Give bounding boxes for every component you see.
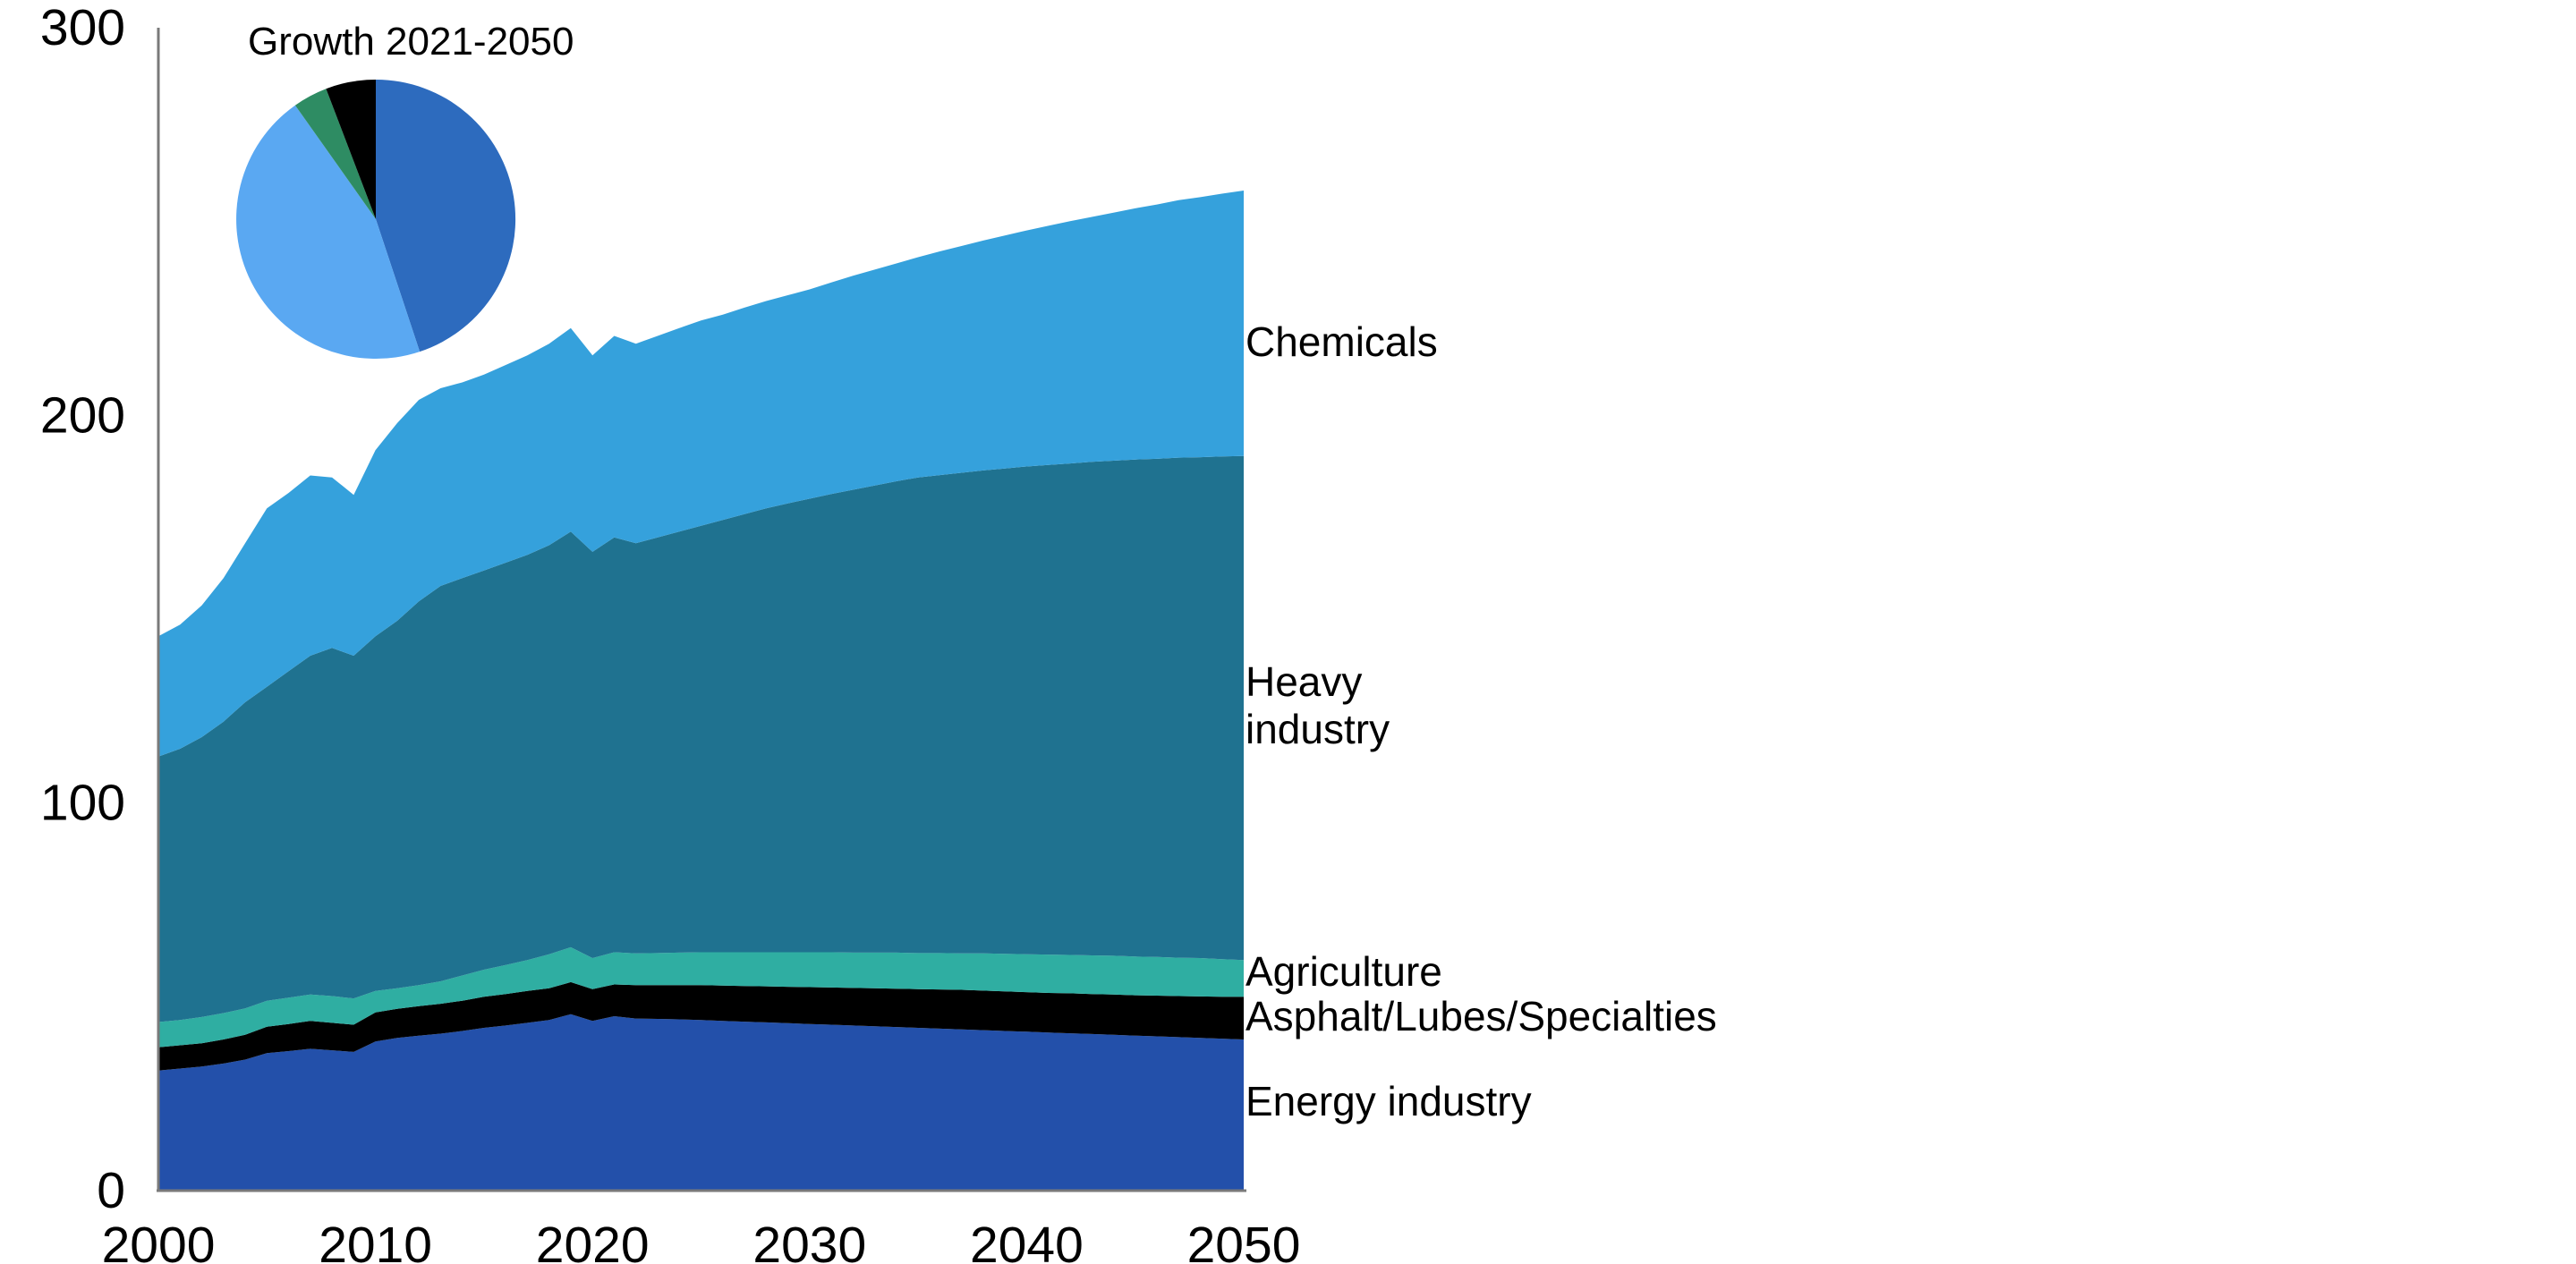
growth-pie-chart (236, 79, 516, 360)
pie-slice-green-segment (294, 89, 376, 219)
x-tick-label-2020: 2020 (536, 1217, 650, 1264)
series-label-heavy-industry: Heavy industry (1245, 658, 1390, 752)
area-energy-industry (158, 1014, 1244, 1191)
x-tick-label-2030: 2030 (752, 1217, 866, 1264)
series-label-agriculture: Agriculture (1245, 948, 1442, 995)
pie-title: Growth 2021-2050 (248, 20, 574, 64)
tick-labels-group: 0 100 200 300 2000 2010 2020 2030 2040 2050 (40, 0, 1301, 1264)
area-heavy-industry (158, 455, 1244, 1022)
x-tick-label-2000: 2000 (102, 1217, 216, 1264)
y-tick-label-200: 200 (40, 386, 125, 444)
area-asphalt-lubes-specialties (158, 981, 1244, 1071)
x-tick-label-2010: 2010 (319, 1217, 432, 1264)
area-chemicals (158, 191, 1244, 757)
pie-slice-light-blue-segment (236, 105, 421, 360)
area-series-group (158, 191, 1244, 1191)
y-tick-label-300: 300 (40, 0, 125, 56)
pie-slice-black-segment (326, 79, 376, 219)
series-label-asphalt-lubes-specialties: Asphalt/Lubes/Specialties (1245, 993, 1717, 1039)
series-label-energy-industry: Energy industry (1245, 1078, 1532, 1124)
area-agriculture (158, 946, 1244, 1048)
x-tick-label-2050: 2050 (1187, 1217, 1301, 1264)
x-tick-label-2040: 2040 (970, 1217, 1084, 1264)
y-tick-label-0: 0 (97, 1162, 125, 1219)
y-tick-label-100: 100 (40, 775, 125, 832)
series-label-chemicals: Chemicals (1245, 318, 1438, 365)
pie-slice-blue-segment (376, 79, 516, 352)
axes-group (157, 28, 1246, 1192)
